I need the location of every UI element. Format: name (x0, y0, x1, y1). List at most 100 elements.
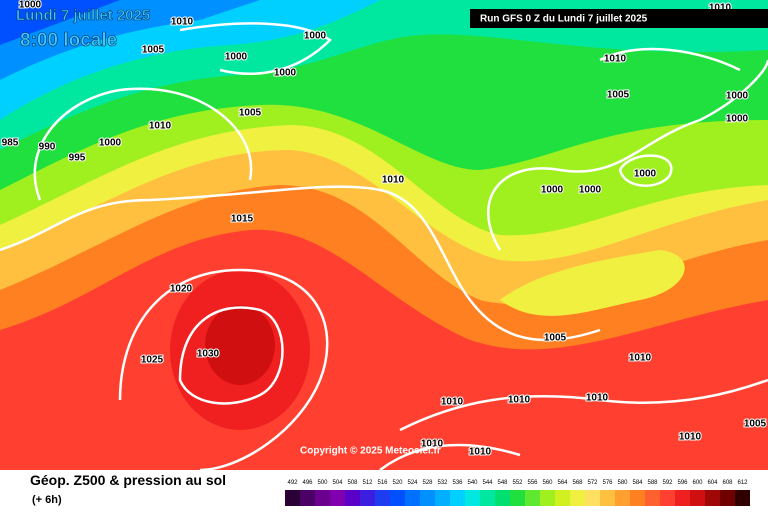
legend-swatch (630, 490, 645, 506)
legend-label: 496 (302, 480, 313, 486)
legend-swatch (495, 490, 510, 506)
legend-label: 568 (572, 480, 583, 486)
legend-swatch (375, 490, 390, 506)
legend-label: 564 (557, 480, 568, 486)
legend-swatch (300, 490, 315, 506)
isobars (0, 22, 768, 472)
legend-label: 556 (527, 480, 538, 486)
isobar-label: 1010 (441, 397, 464, 408)
isobar-label: 1000 (225, 52, 248, 63)
isobar-label: 1010 (171, 17, 194, 28)
isobar-label: 1000 (99, 138, 122, 149)
legend-label: 536 (452, 480, 463, 486)
legend: 492 496 500 504 508 512 516 520 524 528 532 536 540 5… (285, 480, 750, 506)
isobar-label: 1015 (231, 214, 254, 225)
legend-swatch (720, 490, 735, 506)
footer-title: Géop. Z500 & pression au sol (30, 472, 226, 488)
legend-swatch (555, 490, 570, 506)
isobar-label: 1010 (604, 54, 627, 65)
legend-swatch (570, 490, 585, 506)
isobar-label: 995 (69, 153, 86, 164)
isobar-label: 1005 (142, 45, 165, 56)
isobar-label: 1030 (197, 349, 220, 360)
isobar-label: 1000 (726, 114, 749, 125)
isobar-label: 990 (39, 142, 56, 153)
isobar-label: 1005 (544, 333, 567, 344)
time: 8:00 locale (20, 30, 117, 51)
geopotential-field (0, 0, 768, 470)
legend-swatch (285, 490, 300, 506)
legend-label: 524 (407, 480, 418, 486)
legend-label: 612 (737, 480, 748, 486)
isobar-label: 1000 (19, 0, 42, 11)
legend-swatch (420, 490, 435, 506)
legend-label: 548 (497, 480, 508, 486)
legend-swatch (525, 490, 540, 506)
legend-label: 588 (647, 480, 658, 486)
footer-lead: (+ 6h) (32, 494, 62, 506)
legend-swatch (435, 490, 450, 506)
legend-label: 584 (632, 480, 643, 486)
legend-label: 572 (587, 480, 598, 486)
isobar-label: 1000 (726, 91, 749, 102)
legend-label: 608 (722, 480, 733, 486)
isobar-label: 1000 (634, 169, 657, 180)
isobar-label: 1005 (239, 108, 262, 119)
legend-swatch (360, 490, 375, 506)
isobar-label: 1010 (586, 393, 609, 404)
legend-label: 520 (392, 480, 403, 486)
legend-swatch (645, 490, 660, 506)
isobar-label: 1025 (141, 355, 164, 366)
isobar-label: 1005 (607, 90, 630, 101)
legend-label: 516 (377, 480, 388, 486)
isobar-label: 1000 (304, 31, 327, 42)
legend-label: 560 (542, 480, 553, 486)
legend-label: 492 (287, 480, 298, 486)
isobar-label: 1000 (274, 68, 297, 79)
legend-label: 532 (437, 480, 448, 486)
legend-swatch (705, 490, 720, 506)
legend-label: 596 (677, 480, 688, 486)
run-info: Run GFS 0 Z du Lundi 7 juillet 2025 (480, 14, 648, 25)
legend-swatch (480, 490, 495, 506)
legend-label: 540 (467, 480, 478, 486)
isobar-label: 1000 (541, 185, 564, 196)
legend-swatch (510, 490, 525, 506)
legend-label: 500 (317, 480, 328, 486)
date: Lundi 7 juillet 2025 (16, 7, 150, 24)
copyright: Copyright © 2025 Meteociel.fr (300, 446, 441, 457)
isobar-label: 1010 (679, 432, 702, 443)
run-box (470, 9, 768, 28)
legend-swatch (345, 490, 360, 506)
legend-swatch (735, 490, 750, 506)
legend-swatch (450, 490, 465, 506)
legend-label: 552 (512, 480, 523, 486)
legend-label: 580 (617, 480, 628, 486)
legend-swatch (315, 490, 330, 506)
isobar-labels: 1000 1010 1005 1000 1000 1000 1005 1010 1000 985 9… (1, 0, 768, 459)
isobar-label: 1010 (149, 121, 172, 132)
legend-label: 512 (362, 480, 373, 486)
isobar-label: 1010 (382, 175, 405, 186)
isobar-label: 985 (2, 138, 19, 149)
isobar-label: 1000 (579, 185, 602, 196)
legend-swatch (615, 490, 630, 506)
legend-label: 576 (602, 480, 613, 486)
isobar-label: 1020 (170, 284, 193, 295)
legend-swatch (390, 490, 405, 506)
legend-label: 528 (422, 480, 433, 486)
legend-swatch (405, 490, 420, 506)
isobar-label: 1010 (508, 395, 531, 406)
isobar-label: 1005 (744, 419, 767, 430)
legend-swatch (675, 490, 690, 506)
legend-swatch (330, 490, 345, 506)
legend-label: 592 (662, 480, 673, 486)
legend-swatch (660, 490, 675, 506)
legend-swatch (540, 490, 555, 506)
legend-label: 544 (482, 480, 493, 486)
legend-swatch (690, 490, 705, 506)
isobar-label: 1010 (421, 439, 444, 450)
isobar-label: 1010 (469, 447, 492, 458)
legend-label: 600 (692, 480, 703, 486)
